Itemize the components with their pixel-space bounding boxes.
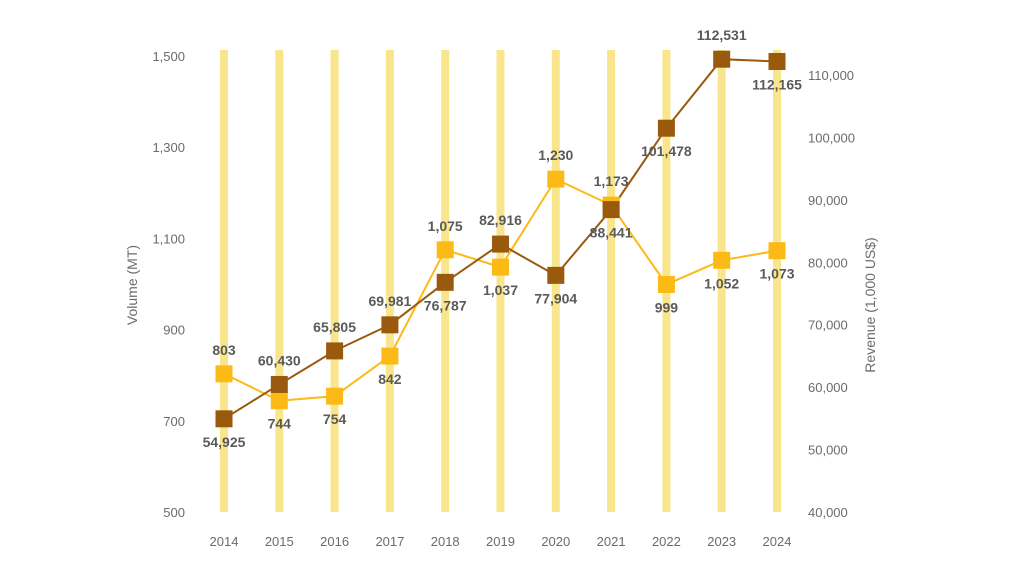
x-tick-label: 2018 bbox=[431, 534, 460, 549]
x-tick-label: 2014 bbox=[210, 534, 239, 549]
data-label: 1,075 bbox=[428, 218, 463, 234]
y-axis-right-title: Revenue (1,000 US$) bbox=[862, 237, 878, 372]
y-left-tick-label: 700 bbox=[163, 414, 185, 429]
data-point-marker bbox=[215, 365, 233, 383]
y-right-tick-label: 100,000 bbox=[808, 130, 855, 145]
x-tick-label: 2020 bbox=[541, 534, 570, 549]
x-tick-label: 2015 bbox=[265, 534, 294, 549]
x-tick-label: 2024 bbox=[763, 534, 792, 549]
data-point-marker bbox=[381, 316, 399, 334]
data-label: 76,787 bbox=[424, 297, 467, 313]
data-point-marker bbox=[215, 410, 233, 428]
data-label: 803 bbox=[212, 342, 236, 358]
data-point-marker bbox=[381, 347, 399, 365]
column-band bbox=[607, 50, 616, 512]
data-label: 82,916 bbox=[479, 212, 522, 228]
y-right-tick-label: 70,000 bbox=[808, 318, 848, 333]
data-point-marker bbox=[602, 201, 620, 219]
data-point-marker bbox=[657, 275, 675, 293]
data-label: 1,173 bbox=[594, 173, 629, 189]
column-band bbox=[496, 50, 505, 512]
data-label: 101,478 bbox=[641, 143, 692, 159]
y-left-tick-label: 900 bbox=[163, 323, 185, 338]
data-label: 54,925 bbox=[203, 434, 246, 450]
data-labels: 803 744 754 842 1,075 1,037 1,230 1,173 999 1,052… bbox=[203, 27, 803, 450]
column-bands bbox=[220, 50, 781, 512]
column-band bbox=[773, 50, 781, 512]
data-point-marker bbox=[713, 50, 731, 68]
data-point-marker bbox=[326, 387, 344, 405]
x-tick-label: 2022 bbox=[652, 534, 681, 549]
data-point-marker bbox=[492, 235, 509, 253]
data-point-marker bbox=[768, 52, 786, 70]
data-label: 999 bbox=[655, 299, 679, 315]
data-point-marker bbox=[713, 251, 731, 269]
data-label: 1,052 bbox=[704, 275, 739, 291]
data-label: 112,531 bbox=[697, 27, 747, 43]
data-label: 88,441 bbox=[590, 225, 633, 241]
x-tick-label: 2023 bbox=[707, 534, 736, 549]
x-tick-label: 2021 bbox=[597, 534, 626, 549]
y-left-tick-label: 1,100 bbox=[152, 231, 185, 246]
y-right-tick-label: 50,000 bbox=[808, 443, 848, 458]
data-label: 1,230 bbox=[538, 147, 573, 163]
data-point-marker bbox=[436, 273, 454, 291]
data-point-marker bbox=[547, 170, 565, 188]
y-axis-left: 500 700 900 1,100 1,300 1,500 bbox=[152, 49, 185, 520]
x-tick-label: 2016 bbox=[320, 534, 349, 549]
y-left-tick-label: 500 bbox=[163, 505, 185, 520]
y-axis-right: 40,000 50,000 60,000 70,000 80,000 90,000 100,… bbox=[808, 68, 855, 520]
data-label: 842 bbox=[378, 371, 402, 387]
y-right-tick-label: 40,000 bbox=[808, 505, 848, 520]
data-label: 112,165 bbox=[752, 76, 802, 92]
y-right-tick-label: 90,000 bbox=[808, 193, 848, 208]
data-point-marker bbox=[657, 119, 675, 137]
data-label: 1,037 bbox=[483, 282, 518, 298]
column-band bbox=[717, 50, 726, 512]
data-label: 1,073 bbox=[759, 266, 794, 282]
y-right-tick-label: 60,000 bbox=[808, 380, 848, 395]
data-point-marker bbox=[326, 342, 344, 360]
column-band bbox=[220, 50, 228, 512]
data-label: 65,805 bbox=[313, 319, 356, 335]
data-point-marker bbox=[270, 392, 288, 410]
data-point-marker bbox=[492, 258, 509, 276]
y-right-tick-label: 110,000 bbox=[808, 68, 854, 83]
data-point-marker bbox=[436, 241, 454, 259]
data-label: 754 bbox=[323, 411, 347, 427]
y-left-tick-label: 1,500 bbox=[152, 49, 185, 64]
series-markers bbox=[215, 50, 786, 428]
data-label: 60,430 bbox=[258, 352, 301, 368]
x-axis: 2014 2015 2016 2017 2018 2019 2020 2021 2022 2023… bbox=[210, 534, 792, 549]
data-point-marker bbox=[547, 266, 565, 284]
y-left-tick-label: 1,300 bbox=[152, 140, 185, 155]
column-band bbox=[275, 50, 284, 512]
data-label: 744 bbox=[268, 416, 292, 432]
column-band bbox=[385, 50, 394, 512]
y-axis-left-title: Volume (MT) bbox=[124, 245, 140, 325]
data-point-marker bbox=[270, 375, 288, 393]
y-right-tick-label: 80,000 bbox=[808, 255, 848, 270]
x-tick-label: 2017 bbox=[375, 534, 404, 549]
data-label: 69,981 bbox=[368, 293, 411, 309]
data-point-marker bbox=[768, 242, 786, 260]
x-tick-label: 2019 bbox=[486, 534, 515, 549]
data-label: 77,904 bbox=[534, 290, 577, 306]
column-band bbox=[330, 50, 339, 512]
